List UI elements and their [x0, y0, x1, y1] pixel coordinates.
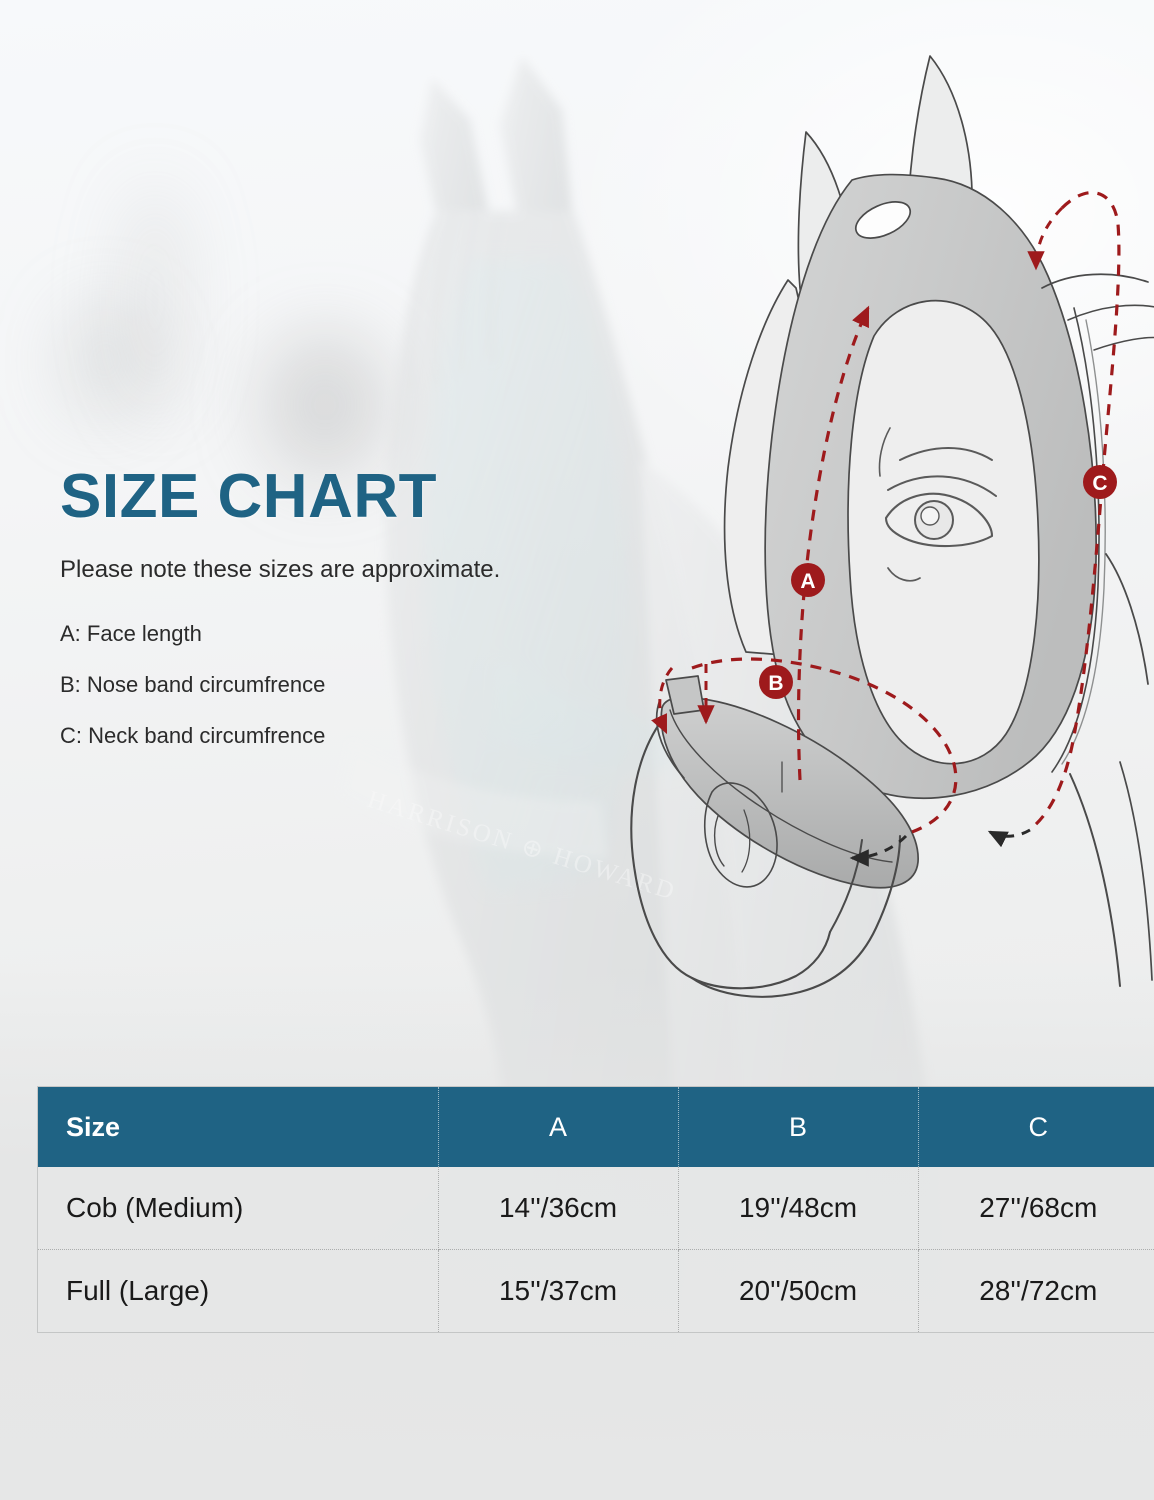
- cell-b: 19''/48cm: [678, 1167, 919, 1250]
- nose-band: [660, 696, 919, 889]
- eyelid-crease: [887, 475, 997, 497]
- horse-fly-mask-diagram: A B C: [630, 55, 1154, 998]
- nostril: [703, 782, 778, 888]
- nostril-fold-2: [741, 809, 751, 873]
- mane-line-3: [1093, 336, 1154, 351]
- background-blur-spot: [260, 330, 390, 480]
- mane-line: [1041, 273, 1149, 289]
- legend-item-a: A: Face length: [60, 621, 202, 647]
- cell-c: 28''/72cm: [979, 1275, 1098, 1306]
- size-table: Size A B C Cob (Medium) 14''/36cm 19''/4…: [38, 1087, 1154, 1332]
- neck-line-upper: [1105, 553, 1149, 685]
- mask-neck-edge-shadow: [1061, 319, 1106, 765]
- brow-line: [899, 447, 993, 461]
- marker-b: B: [759, 665, 793, 699]
- cheek-crease-upper: [878, 427, 891, 477]
- table-row: Full (Large) 15''/37cm 20''/50cm 28''/72…: [38, 1249, 1154, 1332]
- neck-line-back: [1119, 761, 1153, 981]
- size-table-head: Size A B C: [38, 1087, 1154, 1167]
- cell-a: 15''/37cm: [438, 1249, 679, 1332]
- page-title: SIZE CHART: [60, 462, 437, 531]
- page-subtitle: Please note these sizes are approximate.: [60, 556, 501, 583]
- marker-a: A: [791, 563, 825, 597]
- cell-size: Cob (Medium): [38, 1167, 439, 1250]
- legend-item-b: B: Nose band circumfrence: [60, 672, 326, 698]
- cell-b: 20''/50cm: [678, 1249, 919, 1332]
- column-header-size: Size: [38, 1087, 439, 1167]
- measure-line-c: [987, 191, 1121, 848]
- measure-line-a: [796, 305, 870, 781]
- background-blur-spot: [60, 300, 150, 420]
- cell-size: Full (Large): [38, 1249, 439, 1332]
- cell-c: 27''/68cm: [918, 1167, 1154, 1250]
- marker-b-label: B: [768, 672, 783, 695]
- column-header-b: B: [678, 1087, 919, 1167]
- pupil: [920, 506, 940, 526]
- muzzle-outline: [630, 718, 832, 990]
- marker-a-label: A: [800, 570, 815, 593]
- headline-block: SIZE CHART Please note these sizes are a…: [60, 466, 680, 776]
- cheek-crease-lower: [887, 567, 921, 582]
- legend-item-c: C: Neck band circumfrence: [60, 723, 326, 749]
- marker-c: C: [1083, 465, 1117, 499]
- table-row: Cob (Medium) 14''/36cm 19''/48cm 27''/68…: [38, 1167, 1154, 1250]
- measure-line-b: [651, 657, 958, 867]
- marker-c-label: C: [1092, 472, 1107, 495]
- muzzle-lower-lip: [690, 834, 902, 998]
- column-header-a: A: [438, 1087, 679, 1167]
- background-blur-spot: [120, 180, 190, 420]
- nose-band-left-lip: [655, 699, 685, 779]
- measurement-legend: A: Face length B: Nose band circumfrence…: [60, 623, 680, 747]
- eye-group: [878, 427, 997, 582]
- mane-line-2: [1067, 304, 1154, 321]
- neck-line-front: [1069, 773, 1121, 987]
- size-table-body: Cob (Medium) 14''/36cm 19''/48cm 27''/68…: [38, 1167, 1154, 1332]
- column-header-c: C: [918, 1087, 1154, 1167]
- table-header-row: Size A B C: [38, 1087, 1154, 1167]
- nostril-fold: [713, 815, 725, 867]
- mask-forelock-opening: [854, 201, 912, 239]
- cell-a: 14''/36cm: [438, 1167, 679, 1250]
